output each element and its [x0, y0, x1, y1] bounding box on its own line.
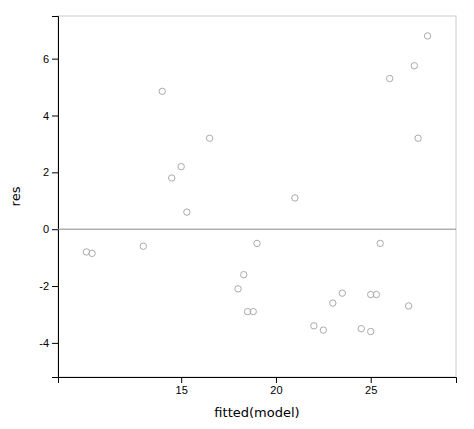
tick-label: -2	[39, 280, 49, 292]
tick-mark	[276, 377, 277, 383]
point	[169, 175, 175, 181]
tick: 2	[43, 166, 58, 178]
point	[411, 63, 417, 69]
chart-container: 15 20 25 -4 -2 0 2 4 6 fitted(model) res	[0, 0, 474, 429]
plot-frame	[58, 16, 456, 377]
y-axis-title: res	[8, 186, 23, 206]
point	[184, 209, 190, 215]
point	[140, 243, 146, 249]
tick-mark	[52, 115, 58, 116]
point	[320, 327, 326, 333]
point	[89, 250, 95, 256]
tick-mark	[181, 377, 182, 383]
tick-label: 20	[270, 384, 282, 396]
x-axis: 15 20 25	[59, 377, 457, 396]
tick-label: 2	[43, 166, 49, 178]
point	[377, 240, 383, 246]
tick: 25	[365, 377, 377, 396]
tick-label: 25	[365, 384, 377, 396]
tick-label: 6	[43, 53, 49, 65]
tick-label: 4	[43, 110, 49, 122]
tick-mark	[52, 172, 58, 173]
y-axis: -4 -2 0 2 4 6	[39, 17, 58, 378]
point	[159, 88, 165, 94]
tick-mark	[52, 59, 58, 60]
tick-label: 0	[43, 223, 49, 235]
data-layer	[58, 33, 456, 335]
tick: 0	[43, 223, 58, 235]
tick: 6	[43, 53, 58, 65]
tick: -2	[39, 280, 58, 292]
axis-line	[52, 17, 59, 378]
point	[373, 291, 379, 297]
point	[178, 163, 184, 169]
tick: 4	[43, 110, 58, 122]
tick: 15	[176, 377, 188, 396]
axis-line	[59, 378, 457, 384]
reference-line	[58, 229, 456, 230]
tick-mark	[52, 229, 58, 230]
point	[330, 300, 336, 306]
point	[241, 271, 247, 277]
point	[250, 308, 256, 314]
point	[358, 325, 364, 331]
point	[206, 135, 212, 141]
chart-svg: 15 20 25 -4 -2 0 2 4 6 fitted(model) res	[0, 0, 474, 429]
tick: -4	[39, 337, 58, 349]
tick-label: 15	[176, 384, 188, 396]
tick-mark	[52, 286, 58, 287]
point	[235, 286, 241, 292]
tick-label: -4	[39, 337, 49, 349]
plot: 15 20 25 -4 -2 0 2 4 6	[39, 16, 456, 396]
point	[311, 323, 317, 329]
point	[292, 195, 298, 201]
point	[368, 328, 374, 334]
tick: 20	[270, 377, 282, 396]
point	[415, 135, 421, 141]
point	[386, 75, 392, 81]
point	[405, 303, 411, 309]
tick-mark	[52, 343, 58, 344]
tick-mark	[371, 377, 372, 383]
point	[254, 240, 260, 246]
point	[339, 290, 345, 296]
x-axis-title: fitted(model)	[214, 405, 299, 420]
point	[424, 33, 430, 39]
